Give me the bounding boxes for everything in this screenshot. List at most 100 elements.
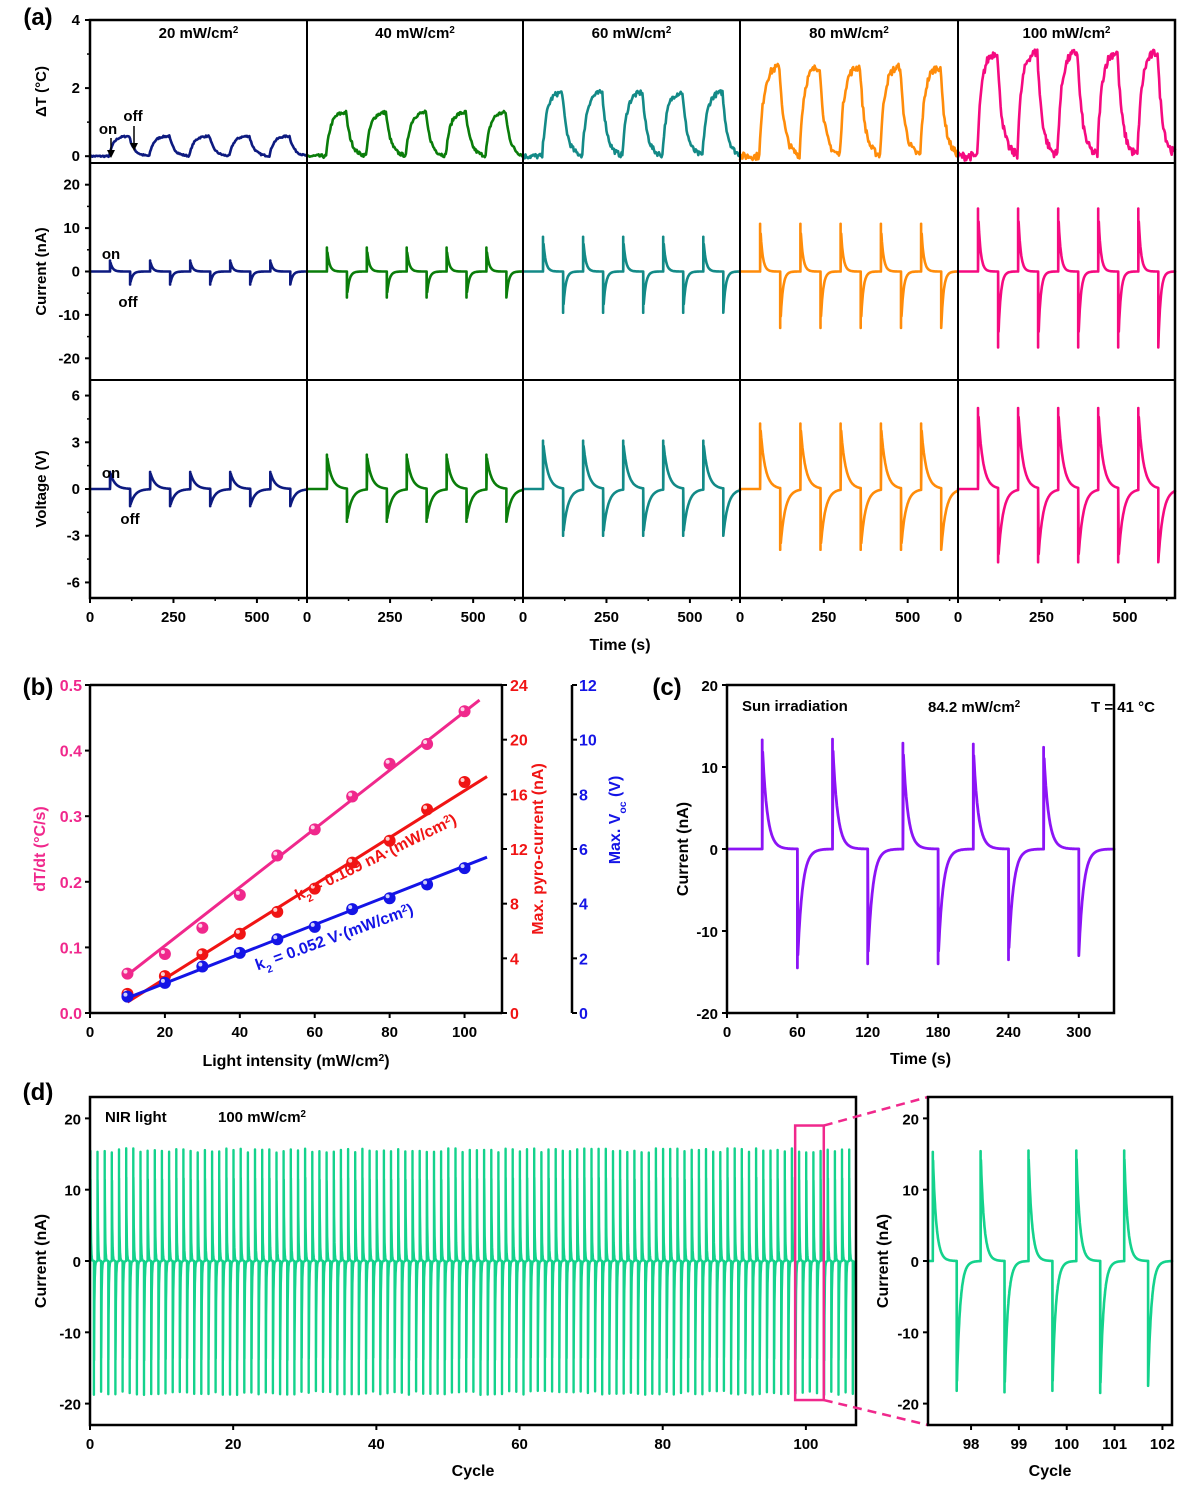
y-tick-label: 0.1 bbox=[60, 940, 82, 957]
annotation-intensity: 84.2 mW/cm2 bbox=[928, 699, 1021, 717]
x-tick-label: 500 bbox=[677, 609, 702, 626]
y-tick-label: 10 bbox=[64, 1183, 81, 1200]
x-tick-label: 300 bbox=[1066, 1024, 1091, 1041]
y-tick-label: 6 bbox=[72, 388, 80, 405]
y-axis-label-right2: Max. Voc (V) bbox=[607, 776, 629, 865]
y-tick-label: -20 bbox=[696, 1006, 718, 1023]
x-tick-label: 0 bbox=[723, 1024, 731, 1041]
x-tick-label: 99 bbox=[1011, 1436, 1028, 1453]
data-point-highlight bbox=[385, 836, 390, 841]
x-tick-label: 0 bbox=[303, 609, 311, 626]
y-tick-label: 20 bbox=[64, 1111, 81, 1128]
annotation-off: off bbox=[118, 294, 138, 311]
y-tick-label: 10 bbox=[701, 760, 718, 777]
annotation-on: on bbox=[99, 121, 117, 138]
text-span: 2 bbox=[1015, 699, 1021, 710]
data-point-highlight bbox=[273, 851, 278, 856]
y-tick-label: 4 bbox=[72, 12, 81, 29]
inset-y-axis-label: Current (nA) bbox=[875, 1214, 892, 1308]
data-point bbox=[121, 990, 134, 1003]
annotation-off: off bbox=[123, 108, 143, 125]
data-point-highlight bbox=[123, 992, 128, 997]
text-span: 2 bbox=[378, 1053, 384, 1064]
y-tick-label: -10 bbox=[58, 307, 80, 324]
x-tick-label: 250 bbox=[811, 609, 836, 626]
data-point-highlight bbox=[160, 978, 165, 983]
data-point bbox=[346, 790, 359, 803]
x-tick-label: 500 bbox=[461, 609, 486, 626]
zoom-connector-bottom bbox=[823, 1398, 929, 1427]
x-axis-label: Time (s) bbox=[890, 1051, 951, 1068]
data-point-highlight bbox=[235, 948, 240, 953]
y-tick-label: 0.3 bbox=[60, 809, 82, 826]
x-tick-label: 20 bbox=[157, 1024, 174, 1041]
x-axis-label: Time (s) bbox=[589, 637, 650, 654]
trace-voltage-60 bbox=[521, 439, 742, 538]
text-span: 100 mW/cm bbox=[1023, 25, 1106, 42]
text-span: 2 bbox=[1105, 25, 1111, 36]
fit-line bbox=[126, 855, 488, 1000]
y-tick-label: 4 bbox=[579, 897, 588, 914]
y-tick-label: 20 bbox=[510, 733, 528, 750]
data-point-highlight bbox=[460, 707, 465, 712]
y-tick-label: -20 bbox=[59, 1397, 81, 1414]
y-tick-label: 20 bbox=[63, 177, 80, 194]
y-tick-label: 20 bbox=[701, 678, 718, 695]
data-point bbox=[346, 903, 359, 916]
x-tick-label: 80 bbox=[654, 1436, 671, 1453]
data-point bbox=[271, 849, 284, 862]
x-tick-label: 250 bbox=[594, 609, 619, 626]
data-point-highlight bbox=[273, 907, 278, 912]
data-point bbox=[196, 921, 209, 934]
data-point bbox=[121, 967, 134, 980]
text-span: ) bbox=[405, 901, 416, 919]
text-span: 100 mW/cm bbox=[218, 1109, 301, 1126]
trace-current-80 bbox=[738, 222, 960, 330]
x-tick-label: 500 bbox=[1112, 609, 1137, 626]
text-span: 60 mW/cm bbox=[592, 25, 666, 42]
y-tick-label: 4 bbox=[510, 951, 519, 968]
y-tick-label: 10 bbox=[902, 1183, 919, 1200]
y-axis-label: Current (nA) bbox=[33, 1214, 50, 1308]
y-tick-label: 8 bbox=[510, 897, 519, 914]
data-point-highlight bbox=[235, 890, 240, 895]
y-tick-label: 0 bbox=[911, 1254, 919, 1271]
panel-c: (c) 0 60 120 180 240 300 -20 -10 0 10 20 Time (s) Cur… bbox=[652, 674, 1155, 1068]
y-axis-label: ΔT (°C) bbox=[33, 66, 50, 117]
inset-trace bbox=[926, 1149, 1174, 1395]
data-point bbox=[421, 878, 434, 891]
data-point bbox=[271, 905, 284, 918]
data-point-highlight bbox=[160, 972, 165, 977]
trace-voltage-80 bbox=[738, 422, 960, 552]
column-title: 20 mW/cm2 bbox=[159, 25, 239, 43]
column-title: 60 mW/cm2 bbox=[592, 25, 672, 43]
data-point bbox=[233, 946, 246, 959]
x-tick-label: 20 bbox=[225, 1436, 242, 1453]
column-title: 100 mW/cm2 bbox=[1023, 25, 1112, 43]
y-tick-label: -6 bbox=[67, 574, 80, 591]
y-axis-label: Current (nA) bbox=[33, 227, 50, 315]
data-point-highlight bbox=[198, 923, 203, 928]
data-point-highlight bbox=[235, 929, 240, 934]
data-point-highlight bbox=[310, 922, 315, 927]
x-tick-label: 40 bbox=[368, 1436, 385, 1453]
y-tick-label: 2 bbox=[72, 80, 80, 97]
annotation-source: Sun irradiation bbox=[742, 698, 848, 715]
x-tick-label: 250 bbox=[378, 609, 403, 626]
trace-voltage-40 bbox=[305, 453, 525, 524]
text-span: 2 bbox=[305, 892, 315, 905]
y-axis-label: Voltage (V) bbox=[33, 450, 50, 527]
data-point-highlight bbox=[348, 792, 353, 797]
text-span: 2 bbox=[442, 813, 452, 826]
text-span: 2 bbox=[301, 1109, 307, 1120]
x-tick-label: 0 bbox=[954, 609, 962, 626]
x-tick-label: 250 bbox=[161, 609, 186, 626]
data-point bbox=[158, 947, 171, 960]
data-point-highlight bbox=[460, 864, 465, 869]
arrow-on-head-icon bbox=[107, 150, 115, 158]
y-tick-label: -3 bbox=[67, 528, 80, 545]
y-axis-label-left: dT/dt (°C/s) bbox=[32, 806, 49, 892]
text-span: 2 bbox=[399, 903, 408, 915]
data-point bbox=[308, 823, 321, 836]
